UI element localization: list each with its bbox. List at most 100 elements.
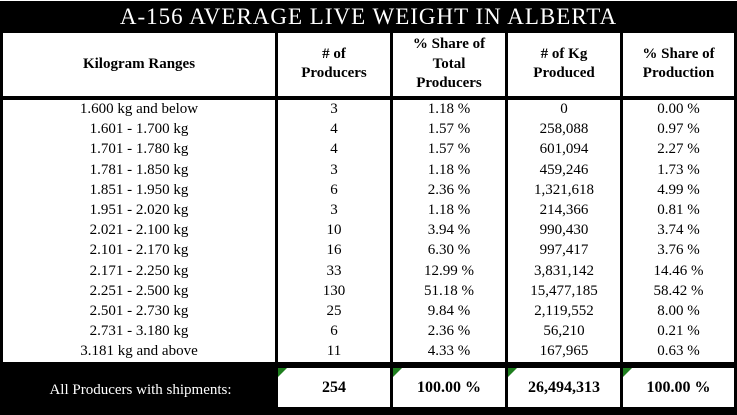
cell-range: 2.171 - 2.250 kg — [3, 261, 278, 282]
cell-kg-produced: 56,210 — [508, 321, 623, 342]
cell-share-production: 8.00 % — [657, 302, 700, 319]
page-title: A-156 AVERAGE LIVE WEIGHT IN ALBERTA — [119, 4, 618, 29]
cell-range: 2.251 - 2.500 kg — [3, 281, 278, 302]
cell-share-production: 0.81 % — [657, 202, 700, 219]
cell-kg-produced: 2,119,552 — [508, 301, 623, 322]
footer-total-producers-value: 254 — [322, 378, 346, 396]
footer-total-share-production-value: 100.00 % — [646, 378, 711, 396]
cell-share-producers: 1.57 % — [393, 119, 508, 140]
cell-kg-produced: 214,366 — [508, 200, 623, 221]
cell-share-production: 4.99 % — [657, 181, 700, 198]
cell-producers: 3 — [278, 160, 393, 181]
cell-kg-produced: 15,477,185 — [508, 281, 623, 302]
cell-share-production: 58.42 % — [653, 282, 704, 299]
cell-producers: 3 — [278, 200, 393, 221]
footer-total-share-producers-value: 100.00 % — [417, 378, 481, 396]
cell-share-producers: 2.36 % — [393, 321, 508, 342]
cell-producers: 25 — [278, 301, 393, 322]
excel-error-triangle-icon — [508, 368, 517, 377]
cell-range: 1.600 kg and below — [3, 99, 278, 120]
cell-kg-produced: 459,246 — [508, 160, 623, 181]
table-row: 2.171 - 2.250 kg 33 12.99 % 3,831,142 14… — [3, 261, 734, 282]
cell-producers: 4 — [278, 119, 393, 140]
cell-kg-produced: 601,094 — [508, 139, 623, 161]
table-row: 1.951 - 2.020 kg 3 1.18 % 214,366 0.81 % — [3, 200, 734, 221]
footer-total-producers: 254 — [278, 368, 390, 407]
footer-label: All Producers with shipments: — [49, 381, 232, 398]
column-header-share-total-producers: % Share of Total Producers — [393, 33, 508, 96]
table-row: 2.021 - 2.100 kg 10 3.94 % 990,430 3.74 … — [3, 220, 734, 241]
cell-share-production: 0.00 % — [657, 101, 700, 118]
title-bar: A-156 AVERAGE LIVE WEIGHT IN ALBERTA — [0, 0, 737, 33]
cell-share-production: 3.76 % — [657, 242, 700, 259]
cell-producers: 6 — [278, 321, 393, 342]
table-row: 1.601 - 1.700 kg 4 1.57 % 258,088 0.97 % — [3, 119, 734, 140]
cell-share-producers: 1.18 % — [393, 200, 508, 221]
cell-share-production: 3.74 % — [657, 222, 700, 239]
cell-kg-produced: 990,430 — [508, 220, 623, 241]
table-row: 1.600 kg and below 3 1.18 % 0 0.00 % — [3, 99, 734, 120]
cell-range: 1.701 - 1.780 kg — [3, 139, 278, 161]
cell-producers: 11 — [278, 341, 393, 362]
cell-share-producers: 51.18 % — [393, 281, 508, 302]
cell-share-producers: 1.18 % — [393, 160, 508, 181]
table-row: 2.501 - 2.730 kg 25 9.84 % 2,119,552 8.0… — [3, 301, 734, 322]
footer-total-share-producers: 100.00 % — [393, 368, 505, 407]
cell-share-producers: 1.18 % — [393, 99, 508, 120]
cell-kg-produced: 3,831,142 — [508, 261, 623, 282]
table-row: 1.701 - 1.780 kg 4 1.57 % 601,094 2.27 % — [3, 139, 734, 161]
cell-share-producers: 6.30 % — [393, 240, 508, 261]
cell-share-producers: 1.57 % — [393, 139, 508, 161]
excel-error-triangle-icon — [393, 368, 402, 377]
cell-range: 1.851 - 1.950 kg — [3, 180, 278, 201]
cell-share-producers: 2.36 % — [393, 180, 508, 201]
column-header-num-producers: # of Producers — [278, 33, 393, 96]
cell-kg-produced: 0 — [508, 99, 623, 120]
cell-range: 2.021 - 2.100 kg — [3, 220, 278, 241]
footer-total-share-production: 100.00 % — [623, 368, 734, 407]
table-row: 3.181 kg and above 11 4.33 % 167,965 0.6… — [3, 341, 734, 362]
cell-share-producers: 4.33 % — [393, 341, 508, 362]
column-header-kg-produced: # of Kg Produced — [508, 33, 623, 96]
column-header-share-production: % Share of Production — [642, 45, 715, 82]
cell-share-production: 0.21 % — [657, 323, 700, 340]
cell-producers: 33 — [278, 261, 393, 282]
cell-kg-produced: 258,088 — [508, 119, 623, 140]
cell-share-production: 1.73 % — [657, 161, 700, 178]
table: Kilogram Ranges # of Producers % Share o… — [0, 33, 737, 415]
cell-producers: 16 — [278, 240, 393, 261]
cell-producers: 130 — [278, 281, 393, 302]
cell-share-producers: 9.84 % — [393, 301, 508, 322]
cell-producers: 10 — [278, 220, 393, 241]
table-body: 1.600 kg and below 3 1.18 % 0 0.00 % 1.6… — [3, 99, 734, 365]
cell-share-producers: 12.99 % — [393, 261, 508, 282]
excel-error-triangle-icon — [623, 368, 632, 377]
cell-range: 2.101 - 2.170 kg — [3, 240, 278, 261]
column-header-kilogram-ranges: Kilogram Ranges — [3, 33, 278, 96]
cell-range: 1.601 - 1.700 kg — [3, 119, 278, 140]
cell-share-production: 0.63 % — [657, 343, 700, 360]
cell-producers: 3 — [278, 99, 393, 120]
table-row: 1.851 - 1.950 kg 6 2.36 % 1,321,618 4.99… — [3, 180, 734, 201]
table-header-row: Kilogram Ranges # of Producers % Share o… — [3, 33, 734, 100]
cell-producers: 6 — [278, 180, 393, 201]
cell-kg-produced: 167,965 — [508, 341, 623, 362]
cell-range: 1.951 - 2.020 kg — [3, 200, 278, 221]
footer-total-kg-produced-value: 26,494,313 — [528, 378, 600, 396]
cell-kg-produced: 997,417 — [508, 240, 623, 261]
cell-range: 2.501 - 2.730 kg — [3, 301, 278, 322]
excel-error-triangle-icon — [278, 368, 287, 377]
cell-kg-produced: 1,321,618 — [508, 180, 623, 201]
cell-range: 3.181 kg and above — [3, 341, 278, 362]
footer-total-kg-produced: 26,494,313 — [508, 368, 620, 407]
cell-share-producers: 3.94 % — [393, 220, 508, 241]
table-row: 1.781 - 1.850 kg 3 1.18 % 459,246 1.73 % — [3, 160, 734, 181]
cell-share-production: 0.97 % — [657, 121, 700, 138]
cell-share-production: 2.27 % — [657, 141, 700, 158]
cell-range: 2.731 - 3.180 kg — [3, 321, 278, 342]
table-row: 2.101 - 2.170 kg 16 6.30 % 997,417 3.76 … — [3, 240, 734, 261]
cell-range: 1.781 - 1.850 kg — [3, 160, 278, 181]
cell-share-production: 14.46 % — [653, 262, 704, 279]
cell-producers: 4 — [278, 139, 393, 161]
